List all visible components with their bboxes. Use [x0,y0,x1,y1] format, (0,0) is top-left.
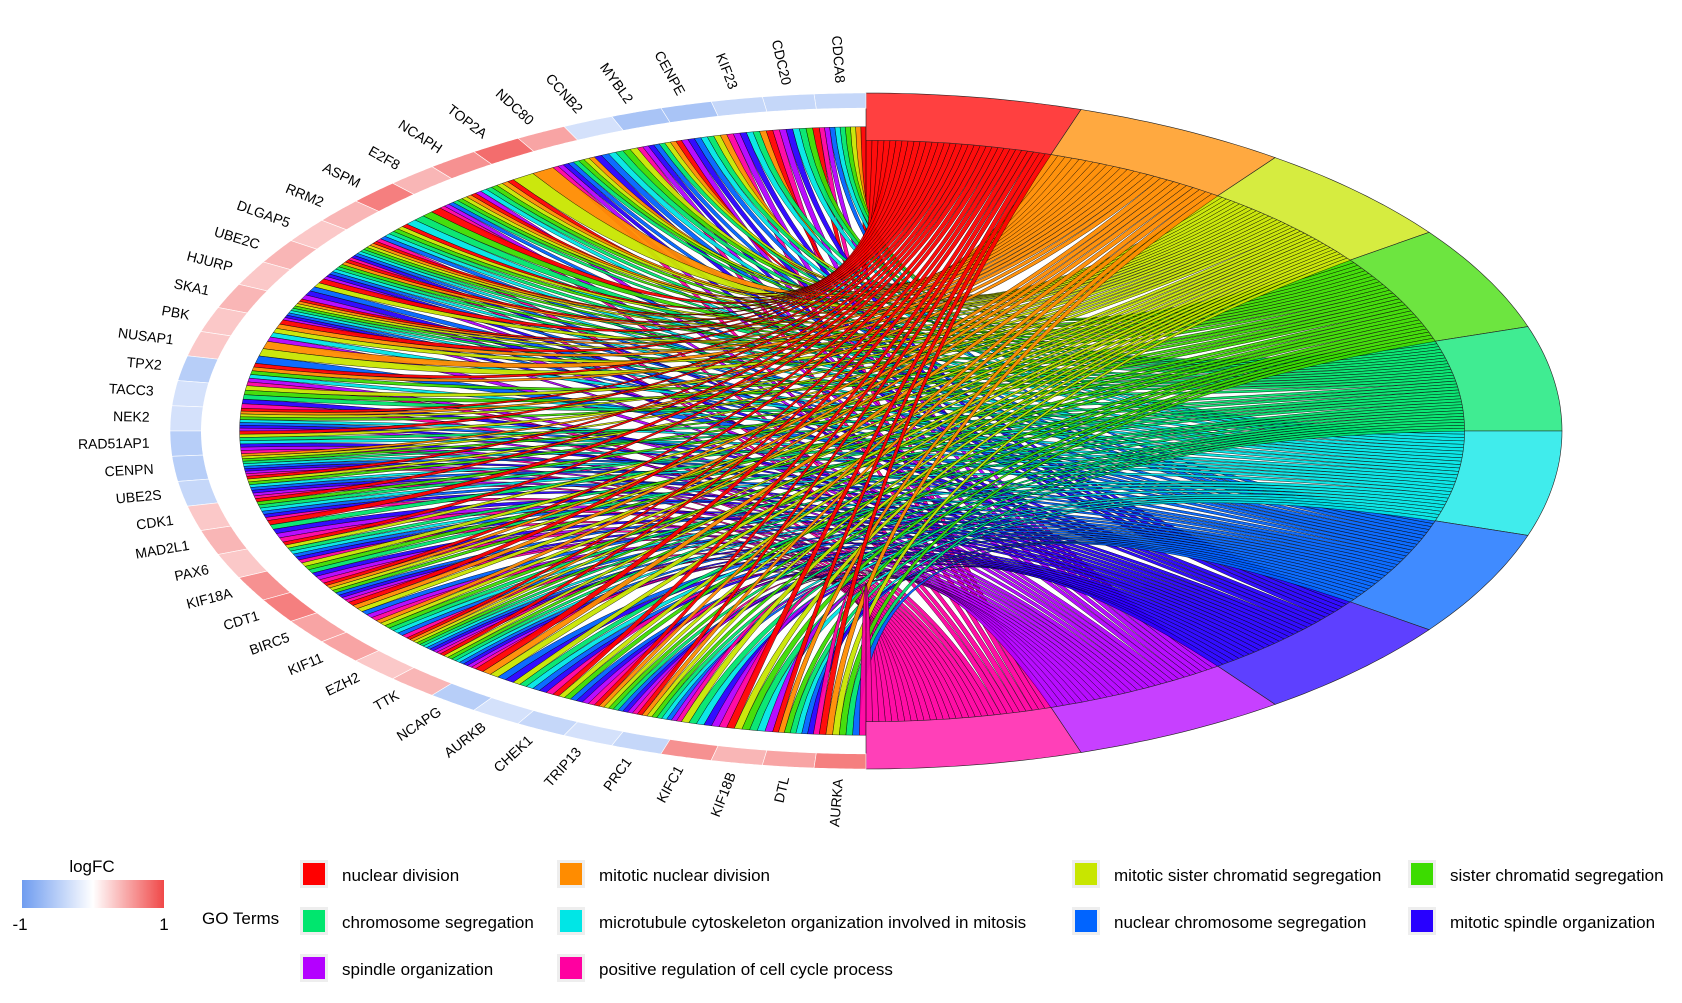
go-legend-swatch [1411,910,1433,932]
gene-label: ASPM [320,159,363,191]
gene-label: KIFC1 [653,763,686,806]
gene-label: UBE2C [212,223,261,252]
gene-label: UBE2S [115,486,162,506]
go-legend-swatch [303,957,325,979]
go-legend-label: chromosome segregation [342,913,534,932]
go-legend-label: mitotic sister chromatid segregation [1114,866,1381,885]
gene-label: NUSAP1 [117,324,175,347]
gene-label: PRC1 [600,754,635,794]
gene-label: SKA1 [172,275,211,298]
gene-arc [813,752,867,770]
gene-label: KIF11 [286,649,326,678]
gene-arc [813,92,867,110]
go-legend-label: microtubule cytoskeleton organization in… [599,913,1026,932]
gene-label: TACC3 [108,380,154,398]
go-legend-swatch [1075,910,1097,932]
gene-arcs [169,92,867,770]
gene-label: NCAPH [396,116,446,156]
gene-arc [169,430,204,457]
go-legend-label: nuclear division [342,866,459,885]
logfc-color-bar [22,880,164,908]
gene-label: TOP2A [444,101,490,142]
go-legend-swatch [1411,863,1433,885]
gene-arc [710,96,768,117]
go-legend-swatch [1075,863,1097,885]
gene-label: CCNB2 [543,70,587,116]
legend: logFC -1 1 GO Terms nuclear division mito… [12,857,1664,982]
gene-arc [171,380,210,408]
gene-arc [611,731,671,755]
go-legend-swatch [303,910,325,932]
gene-arc [660,101,719,123]
go-legend-swatch [560,957,582,979]
gene-label: DLGAP5 [235,197,293,231]
go-legend-label: nuclear chromosome segregation [1114,913,1366,932]
gene-label: KIF18A [185,585,235,612]
gene-label: CDK1 [135,512,174,533]
go-legend-items: nuclear division mitotic nuclear division… [300,860,1664,982]
go-legend-swatch [560,910,582,932]
gene-arc [169,405,204,432]
gene-label: BIRC5 [247,629,291,658]
gene-label: CHEK1 [490,732,535,776]
gene-arc [187,502,232,531]
logfc-legend-title: logFC [69,857,114,876]
logfc-min-label: -1 [12,915,27,934]
gene-label: DTL [771,775,793,805]
gene-arc [177,355,219,384]
gene-label: AURKA [826,778,846,828]
gene-label: TTK [371,686,402,713]
gene-label: RRM2 [283,180,326,210]
gene-label: CENPE [651,48,688,98]
go-legend-swatch [303,863,325,885]
gene-label: MYBL2 [597,60,637,107]
gene-arc [200,307,248,337]
gene-arc [177,478,219,507]
gene-label: TPX2 [126,354,163,373]
gene-arc [761,749,817,769]
gene-label: E2F8 [366,143,403,173]
gene-arc [187,331,232,360]
gene-label: PAX6 [173,561,211,584]
gene-label: AURKB [441,718,489,760]
go-legend-label: spindle organization [342,960,493,979]
gene-label: KIF23 [713,51,742,92]
gene-arc [710,745,768,766]
go-legend-label: mitotic spindle organization [1450,913,1655,932]
gene-label: PBK [161,302,192,323]
gene-label: RAD51AP1 [78,435,150,452]
gene-label: CENPN [104,461,154,480]
go-legend-swatch [560,863,582,885]
gene-label: CDT1 [221,607,261,633]
go-legend-label: mitotic nuclear division [599,866,770,885]
gene-label: MAD2L1 [134,537,191,562]
gene-label: NDC80 [493,85,538,128]
gene-label: EZH2 [323,669,362,699]
go-legend-label: positive regulation of cell cycle proces… [599,960,893,979]
gene-arc [761,93,817,113]
gene-label: CDCA8 [829,35,849,84]
gene-arc [660,739,719,761]
gene-label: NEK2 [113,408,150,425]
gene-label: TRIP13 [541,744,585,790]
gene-arc [171,454,210,482]
gene-label: KIF18B [707,770,739,819]
gene-label: CDC20 [769,38,795,87]
gene-label: NCAPG [394,703,444,744]
go-legend-title: GO Terms [202,909,279,928]
gene-label: HJURP [185,248,234,275]
logfc-max-label: 1 [159,915,168,934]
go-term-arc [865,707,1082,770]
go-term-arcs [865,92,1563,770]
go-legend-label: sister chromatid segregation [1450,866,1664,885]
